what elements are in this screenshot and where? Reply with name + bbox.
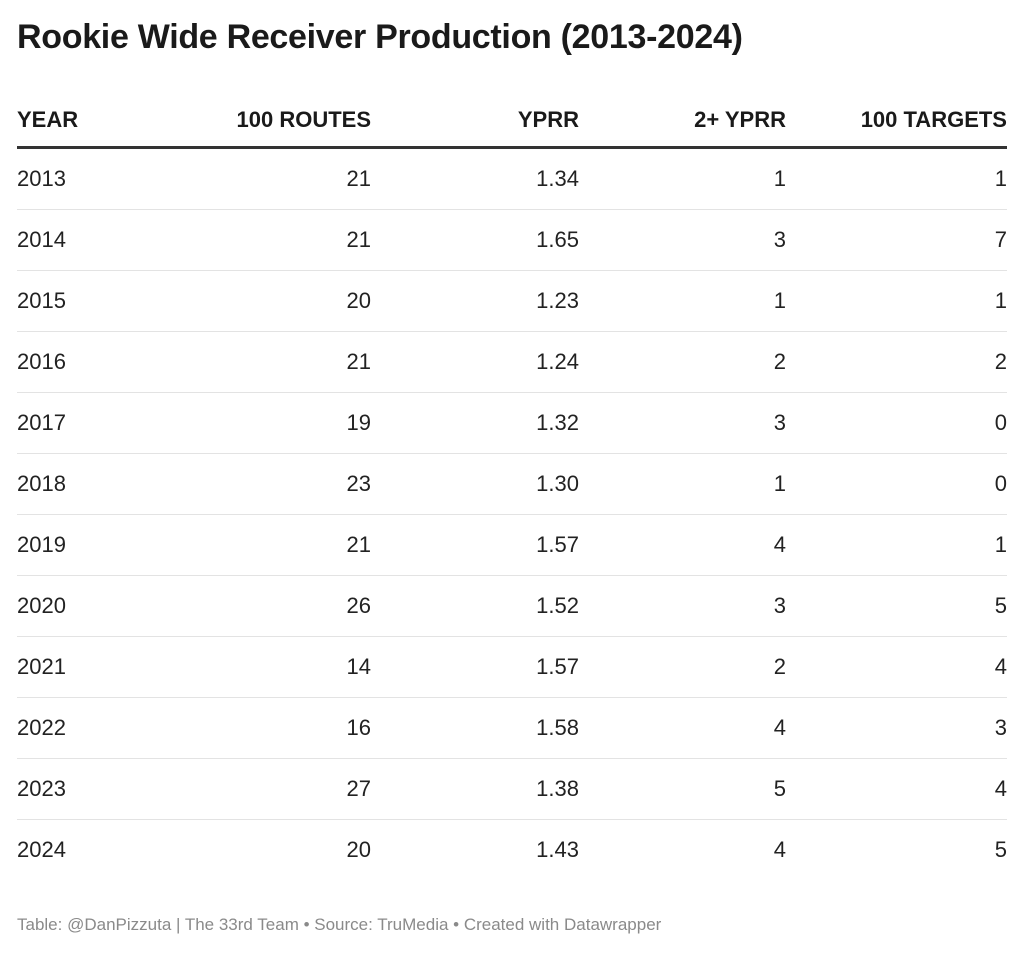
cell-100-routes: 19: [157, 392, 371, 454]
header-row: YEAR 100 ROUTES YPRR 2+ YPRR 100 TARGETS: [17, 94, 1007, 149]
cell-100-targets: 5: [994, 837, 1007, 862]
table-row: 2013 21 1.34 1 1: [17, 147, 1007, 210]
column-header-year: YEAR: [17, 94, 157, 149]
cell-yprr: 1.58: [371, 697, 579, 759]
table-body: 2013 21 1.34 1 1 2014 21 1.65 3 7 2015 20 1.23 1 1 2016…: [17, 147, 1007, 881]
cell-100-targets: 4: [786, 758, 1007, 820]
table-row: 2018 23 1.30 1 0: [17, 453, 1007, 515]
cell-yprr: 1.23: [371, 270, 579, 332]
cell-2-plus-yprr: 2: [579, 331, 786, 393]
cell-yprr: 1.65: [371, 209, 579, 271]
data-table: YEAR 100 ROUTES YPRR 2+ YPRR 100 TARGETS…: [17, 94, 1007, 880]
source-footer: Table: @DanPizzuta | The 33rd Team • Sou…: [17, 915, 662, 934]
table-row: 2014 21 1.65 3 7: [17, 209, 1007, 271]
table-header: YEAR 100 ROUTES YPRR 2+ YPRR 100 TARGETS: [17, 94, 1007, 149]
column-header-100-targets: 100 TARGETS: [786, 94, 1007, 149]
cell-year: 2015: [17, 270, 157, 332]
cell-100-routes: 21: [157, 147, 371, 210]
cell-100-targets: 0: [786, 453, 1007, 515]
cell-yprr: 1.57: [371, 514, 579, 576]
column-header-100-routes: 100 ROUTES: [157, 94, 371, 149]
cell-100-routes: 21: [157, 209, 371, 271]
cell-year: 2016: [17, 331, 157, 393]
cell-2-plus-yprr: 3: [579, 392, 786, 454]
cell-100-routes: 21: [157, 514, 371, 576]
cell-2-plus-yprr: 4: [579, 514, 786, 576]
cell-yprr: 1.52: [371, 575, 579, 637]
cell-yprr: 1.38: [371, 758, 579, 820]
cell-2-plus-yprr: 2: [579, 636, 786, 698]
cell-year: 2019: [17, 514, 157, 576]
cell-100-routes: 14: [157, 636, 371, 698]
cell-year: 2014: [17, 209, 157, 271]
cell-100-routes: 27: [157, 758, 371, 820]
table-row: 2019 21 1.57 4 1: [17, 514, 1007, 576]
cell-year: 2022: [17, 697, 157, 759]
cell-100-routes: 26: [157, 575, 371, 637]
chart-title: Rookie Wide Receiver Production (2013-20…: [17, 18, 743, 56]
cell-100-routes: 21: [157, 331, 371, 393]
table-row: 2023 27 1.38 5 4: [17, 758, 1007, 820]
cell-yprr: 1.32: [371, 392, 579, 454]
cell-2-plus-yprr: 1: [579, 270, 786, 332]
cell-yprr: 1.43: [536, 837, 579, 862]
cell-100-routes: 23: [157, 453, 371, 515]
table-row: 2024 20 1.43 4 5: [17, 820, 1007, 881]
cell-100-targets: 4: [786, 636, 1007, 698]
table-row: 2022 16 1.58 4 3: [17, 697, 1007, 759]
cell-year: 2017: [17, 392, 157, 454]
table-row: 2017 19 1.32 3 0: [17, 392, 1007, 454]
cell-100-targets: 1: [786, 514, 1007, 576]
cell-year: 2020: [17, 575, 157, 637]
cell-yprr: 1.30: [371, 453, 579, 515]
cell-100-targets: 7: [786, 209, 1007, 271]
cell-100-targets: 1: [786, 270, 1007, 332]
cell-100-targets: 2: [786, 331, 1007, 393]
cell-2-plus-yprr: 5: [579, 758, 786, 820]
cell-2-plus-yprr: 4: [773, 837, 786, 862]
cell-2-plus-yprr: 4: [579, 697, 786, 759]
cell-2-plus-yprr: 3: [579, 575, 786, 637]
cell-yprr: 1.24: [371, 331, 579, 393]
cell-2-plus-yprr: 1: [579, 147, 786, 210]
table-row: 2015 20 1.23 1 1: [17, 270, 1007, 332]
table-row: 2021 14 1.57 2 4: [17, 636, 1007, 698]
column-header-yprr: YPRR: [371, 94, 579, 149]
cell-100-routes: 16: [157, 697, 371, 759]
cell-year: 2023: [17, 758, 157, 820]
cell-yprr: 1.34: [371, 147, 579, 210]
cell-100-targets: 3: [786, 697, 1007, 759]
column-header-2-plus-yprr: 2+ YPRR: [579, 94, 786, 149]
cell-year: 2013: [17, 147, 157, 210]
cell-2-plus-yprr: 3: [579, 209, 786, 271]
cell-year: 2021: [17, 636, 157, 698]
cell-100-targets: 1: [786, 147, 1007, 210]
cell-year: 2024: [17, 837, 66, 862]
cell-100-routes: 20: [157, 270, 371, 332]
cell-2-plus-yprr: 1: [579, 453, 786, 515]
table-row: 2020 26 1.52 3 5: [17, 575, 1007, 637]
cell-100-targets: 5: [786, 575, 1007, 637]
cell-yprr: 1.57: [371, 636, 579, 698]
cell-100-targets: 0: [786, 392, 1007, 454]
cell-year: 2018: [17, 453, 157, 515]
table-row: 2016 21 1.24 2 2: [17, 331, 1007, 393]
cell-100-routes: 20: [346, 837, 371, 862]
